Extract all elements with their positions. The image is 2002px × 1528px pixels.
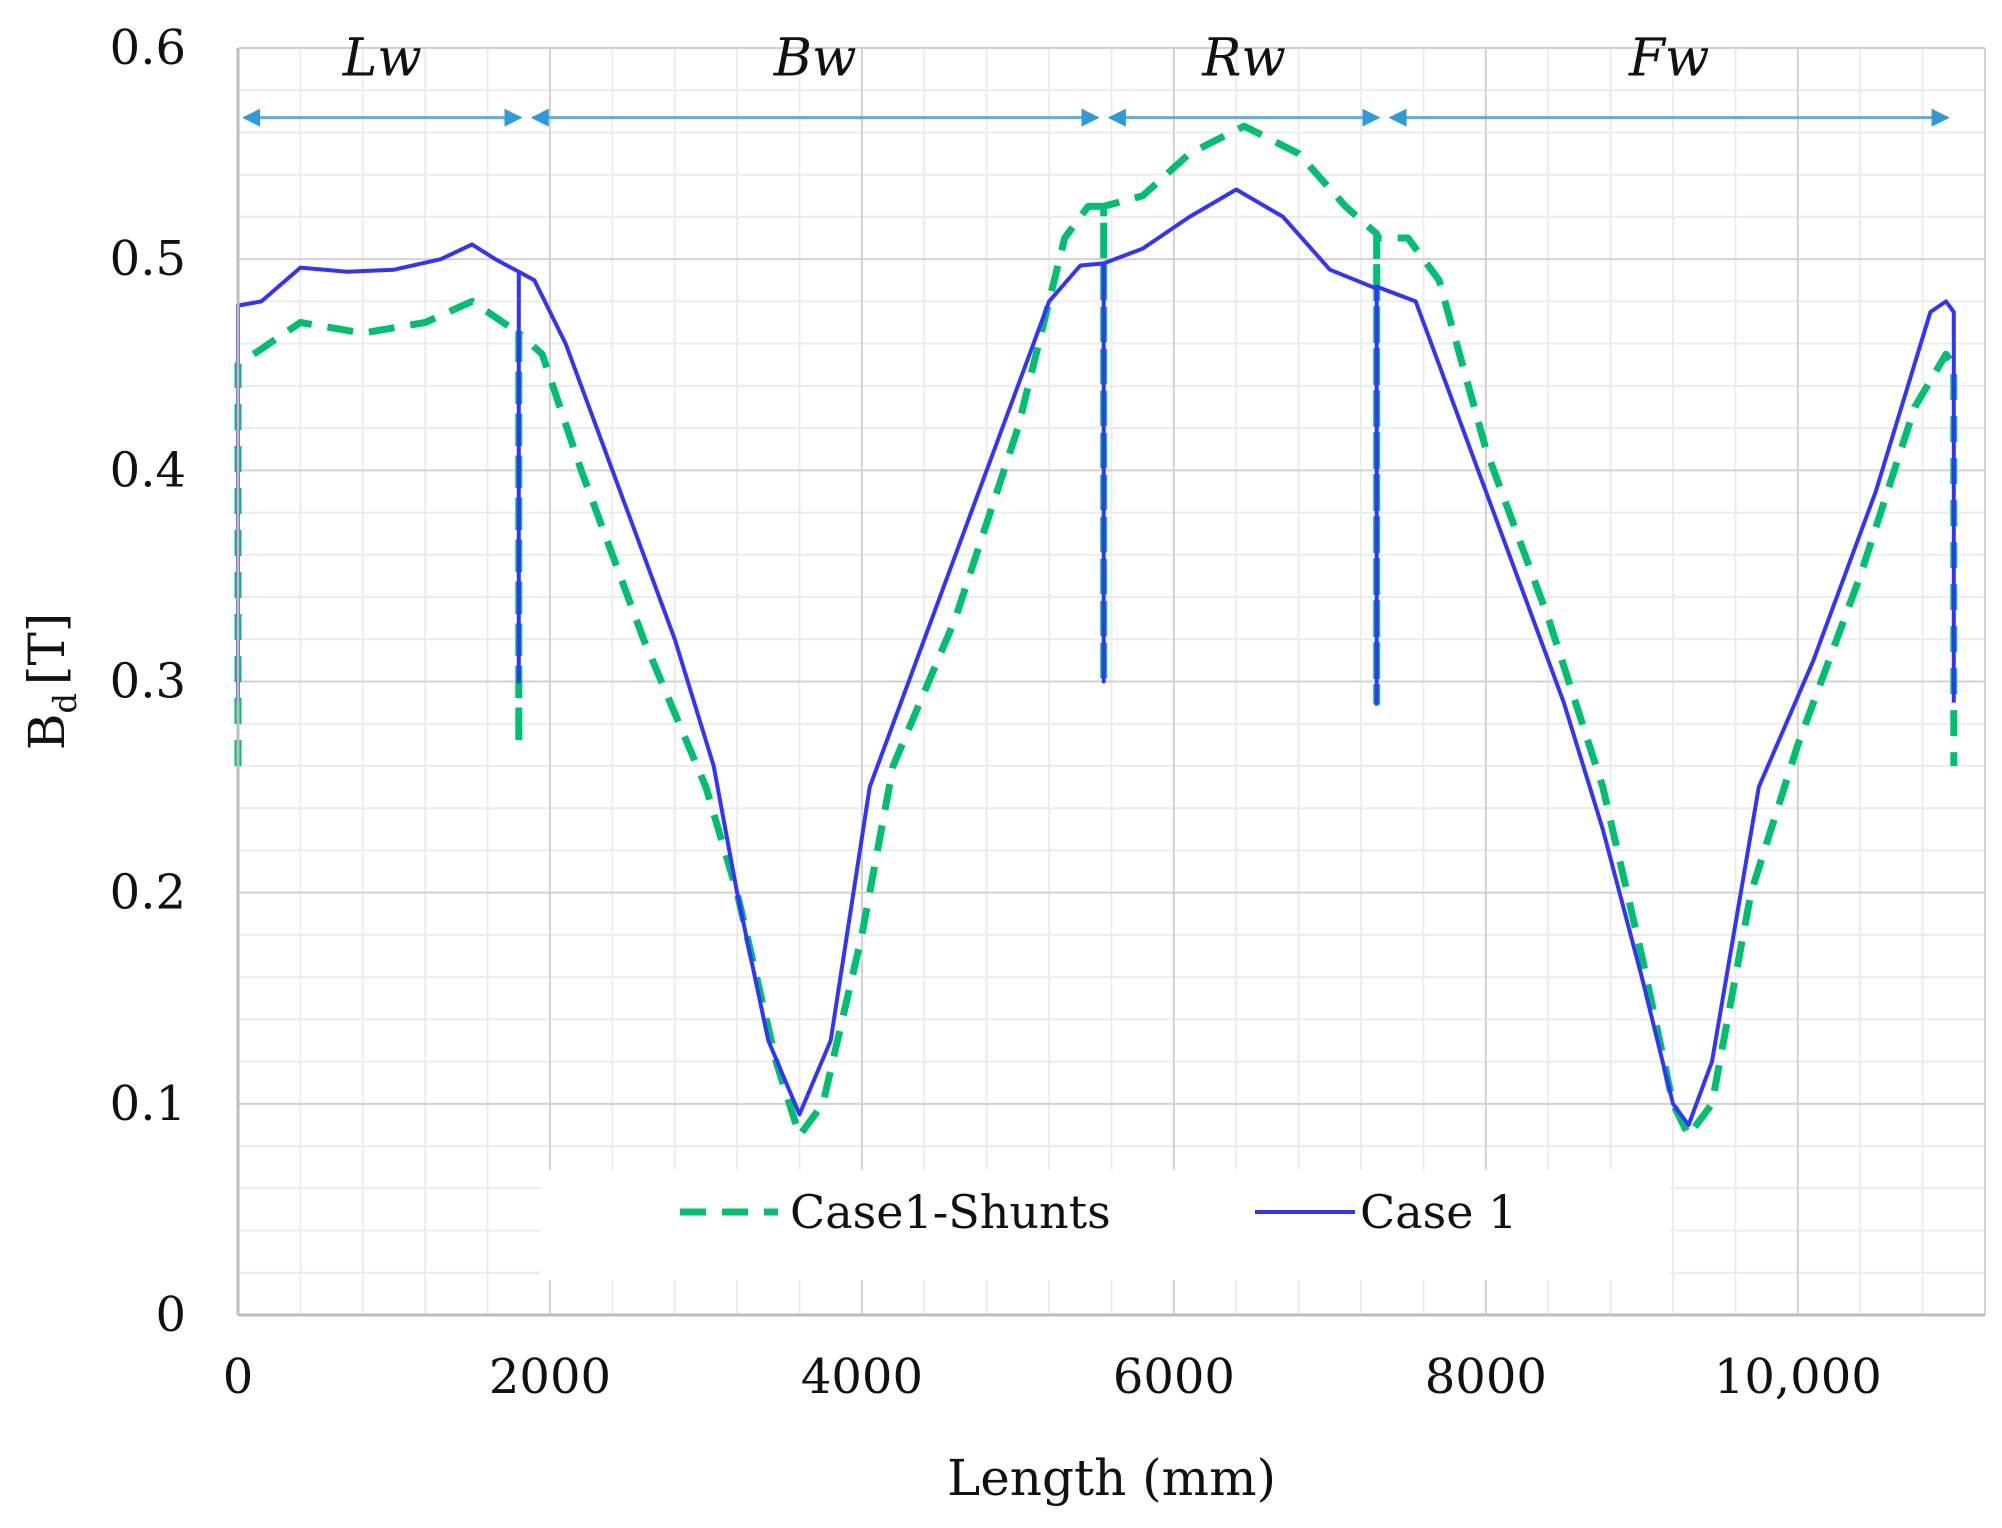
y-axis-title-unit: [T]	[18, 613, 76, 685]
legend: Case1-Shunts Case 1	[540, 1170, 1670, 1280]
y-tick-label: 0	[155, 1287, 186, 1343]
region-label-rw: Rw	[1201, 28, 1286, 88]
axes: 0 0.1 0.2 0.3 0.4 0.5 0.6 0 2000 4000 6000 8000 10,0…	[18, 20, 1985, 1507]
y-axis-title-main: B	[18, 714, 76, 751]
legend-label-case-1: Case 1	[1360, 1185, 1517, 1239]
x-tick-label: 0	[223, 1349, 254, 1405]
y-tick-label: 0.3	[110, 654, 186, 710]
y-tick-label: 0.2	[110, 865, 186, 921]
x-axis-title: Length (mm)	[947, 1449, 1276, 1507]
legend-label-case1-shunts: Case1-Shunts	[790, 1185, 1111, 1239]
region-label-fw: Fw	[1628, 28, 1710, 88]
y-tick-label: 0.6	[110, 20, 186, 76]
x-tick-label: 2000	[489, 1349, 611, 1405]
x-tick-label: 4000	[801, 1349, 923, 1405]
y-axis-title-sub: d	[46, 693, 84, 713]
series-lines	[234, 122, 1958, 1139]
x-tick-label: 6000	[1113, 1349, 1235, 1405]
y-tick-label: 0.4	[110, 442, 186, 498]
region-annotations: Lw Bw Rw Fw	[242, 28, 1950, 127]
y-tick-label: 0.5	[110, 231, 186, 287]
y-axis-title: Bd [T]	[18, 613, 84, 751]
series-line-case-1	[236, 187, 1956, 1127]
y-tick-label: 0.1	[110, 1076, 186, 1132]
x-tick-label: 10,000	[1714, 1349, 1882, 1405]
region-label-bw: Bw	[773, 28, 857, 88]
grid	[237, 47, 1986, 1316]
legend-box	[540, 1170, 1670, 1280]
region-label-lw: Lw	[342, 28, 422, 88]
x-tick-label: 8000	[1425, 1349, 1547, 1405]
